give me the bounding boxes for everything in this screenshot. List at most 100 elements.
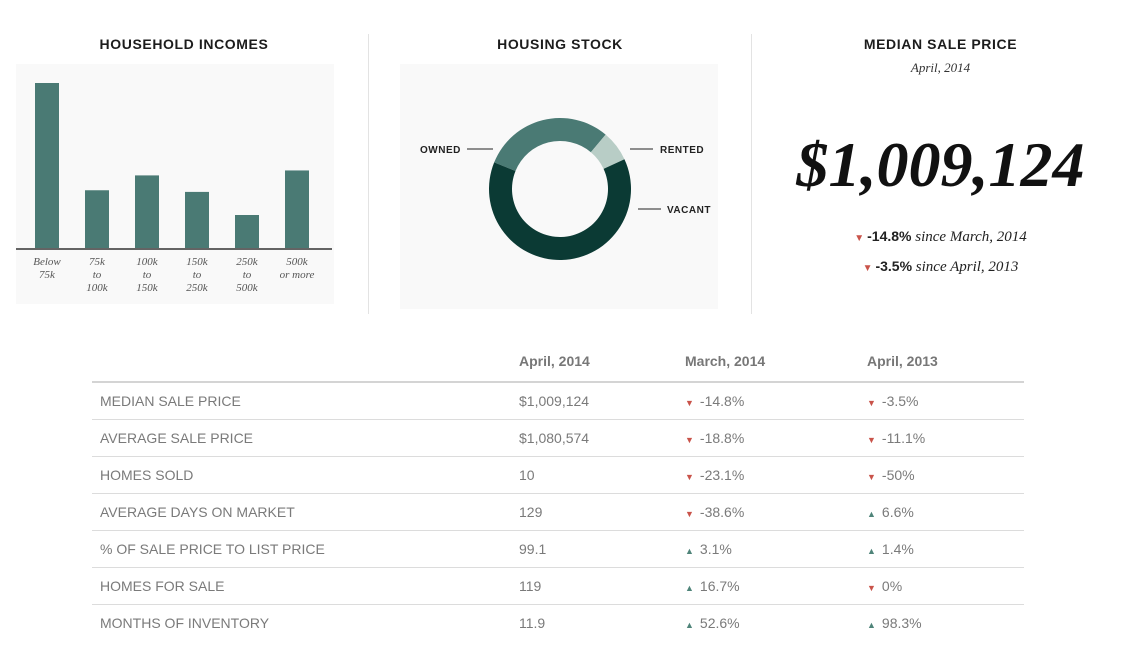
down-arrow-icon: ▼: [685, 472, 694, 482]
income-bar: [285, 170, 309, 248]
chart-background: [400, 64, 718, 309]
up-arrow-icon: ▲: [685, 620, 694, 630]
up-arrow-icon: ▲: [867, 620, 876, 630]
income-tick-label: 250k to 500k: [236, 256, 259, 294]
change-value: 0%: [881, 578, 903, 594]
change-vs-last-month: ▼ -38.6%: [677, 493, 859, 531]
change-vs-last-year: ▼ -3.5%: [859, 382, 1024, 420]
change-label: since April, 2013: [915, 259, 1019, 275]
table-row: AVERAGE SALE PRICE $1,080,574 ▼ -18.8% ▼ -11.…: [92, 419, 1024, 457]
current-value: $1,009,124: [511, 382, 677, 420]
change-vs-last-month: ▼ -18.8%: [677, 419, 859, 457]
income-bar: [35, 83, 59, 248]
change-vs-last-month: ▲ 16.7%: [677, 567, 859, 605]
column-header: [92, 340, 511, 383]
down-arrow-icon: ▼: [867, 472, 876, 482]
table-row: MONTHS OF INVENTORY 11.9 ▲ 52.6% ▲ 98.3%: [92, 605, 1024, 642]
table-header-row: April, 2014 March, 2014 April, 2013: [92, 340, 1024, 383]
change-value: -23.1%: [699, 467, 745, 483]
row-label: HOMES FOR SALE: [92, 567, 511, 605]
table-row: % OF SALE PRICE TO LIST PRICE 99.1 ▲ 3.1% ▲ 1…: [92, 530, 1024, 568]
donut-slice-owned: [489, 159, 631, 260]
change-vs-last-year: ▲ 1.4%: [859, 530, 1024, 568]
housing-stock-chart: RENTED VACANT OWNED: [400, 64, 718, 309]
change-since-last-year: ▼ -3.5% since April, 2013: [752, 258, 1129, 276]
up-arrow-icon: ▲: [867, 509, 876, 519]
change-value: 6.6%: [881, 504, 914, 520]
change-vs-last-month: ▲ 52.6%: [677, 605, 859, 642]
vertical-divider: [368, 34, 369, 314]
current-value: $1,080,574: [511, 419, 677, 457]
current-value: 11.9: [519, 615, 546, 631]
median-sale-price-date: April, 2014: [910, 60, 971, 75]
current-value: 10: [511, 456, 677, 494]
current-value: 119: [511, 567, 677, 605]
chart-background: [16, 64, 334, 304]
change-vs-last-year: ▼ -50%: [859, 456, 1024, 494]
donut-slice-rented: [494, 118, 606, 172]
household-incomes-title: HOUSEHOLD INCOMES: [99, 36, 269, 52]
down-arrow-icon: ▼: [867, 398, 876, 408]
median-sale-price-title: MEDIAN SALE PRICE: [863, 36, 1018, 52]
change-vs-last-year: ▲ 6.6%: [859, 493, 1024, 531]
change-value: 98.3%: [881, 615, 922, 631]
down-arrow-icon: ▼: [685, 398, 694, 408]
change-value: -14.8%: [699, 393, 745, 409]
table-body: MEDIAN SALE PRICE $1,009,124 ▼ -14.8% ▼ -3.5%…: [92, 382, 1024, 641]
income-bar: [85, 190, 109, 248]
change-value: -38.6%: [699, 504, 745, 520]
row-label: MONTHS OF INVENTORY: [100, 615, 270, 631]
median-sale-price-panel: MEDIAN SALE PRICE April, 2014 $1,009,124…: [752, 0, 1129, 318]
row-label: HOMES SOLD: [92, 456, 511, 494]
up-arrow-icon: ▲: [685, 546, 694, 556]
income-tick-label: 150k to 250k: [186, 256, 209, 294]
change-vs-last-month: ▲ 3.1%: [677, 530, 859, 568]
change-value: 16.7%: [699, 578, 740, 594]
change-value: 1.4%: [881, 541, 914, 557]
row-label: % OF SALE PRICE TO LIST PRICE: [92, 530, 511, 568]
current-value: 129: [511, 493, 677, 531]
table-row: HOMES SOLD 10 ▼ -23.1% ▼ -50%: [92, 456, 1024, 494]
change-value: 52.6%: [699, 615, 740, 631]
column-header: April, 2014: [511, 340, 677, 383]
down-arrow-icon: ▼: [854, 233, 865, 244]
down-arrow-icon: ▼: [867, 583, 876, 593]
row-label: AVERAGE DAYS ON MARKET: [92, 493, 511, 531]
column-header: April, 2013: [859, 340, 1024, 383]
down-arrow-icon: ▼: [685, 509, 694, 519]
change-vs-last-month: ▼ -14.8%: [677, 382, 859, 420]
income-tick-label: 75k to 100k: [86, 256, 109, 294]
up-arrow-icon: ▲: [867, 546, 876, 556]
column-header: March, 2014: [677, 340, 859, 383]
change-value: -18.8%: [699, 430, 745, 446]
housing-stock-title: HOUSING STOCK: [497, 36, 623, 52]
median-sale-price-value: $1,009,124: [796, 129, 1085, 200]
down-arrow-icon: ▼: [685, 435, 694, 445]
income-bar: [135, 175, 159, 248]
change-vs-last-year: ▼ 0%: [859, 567, 1024, 605]
change-value: -3.5%: [881, 393, 919, 409]
change-vs-last-year: ▲ 98.3%: [859, 605, 1024, 642]
change-value: 3.1%: [699, 541, 732, 557]
income-tick-label: 500k or more: [280, 256, 315, 281]
change-since-last-month: ▼ -14.8% since March, 2014: [752, 228, 1129, 246]
donut-slice-vacant: [590, 134, 625, 169]
down-arrow-icon: ▼: [867, 435, 876, 445]
income-tick-label: 100k to 150k: [136, 256, 159, 294]
current-value: 99.1: [511, 530, 677, 568]
change-value: -50%: [881, 467, 915, 483]
change-percent: -14.8%: [867, 228, 912, 244]
change-percent: -3.5%: [875, 258, 913, 274]
income-tick-label: Below 75k: [33, 256, 61, 281]
market-stats-table: April, 2014 March, 2014 April, 2013 MEDI…: [92, 340, 1024, 641]
donut-label-owned: OWNED: [420, 145, 461, 156]
down-arrow-icon: ▼: [862, 263, 873, 274]
table-row: MEDIAN SALE PRICE $1,009,124 ▼ -14.8% ▼ -3.5%: [92, 382, 1024, 420]
income-bar: [185, 191, 209, 248]
housing-stock-panel: HOUSING STOCK: [369, 0, 751, 318]
row-label: MEDIAN SALE PRICE: [92, 382, 511, 420]
change-label: since March, 2014: [915, 229, 1027, 245]
change-value: -11.1%: [881, 430, 926, 446]
table-row: HOMES FOR SALE 119 ▲ 16.7% ▼ 0%: [92, 567, 1024, 605]
change-vs-last-year: ▼ -11.1%: [859, 419, 1024, 457]
